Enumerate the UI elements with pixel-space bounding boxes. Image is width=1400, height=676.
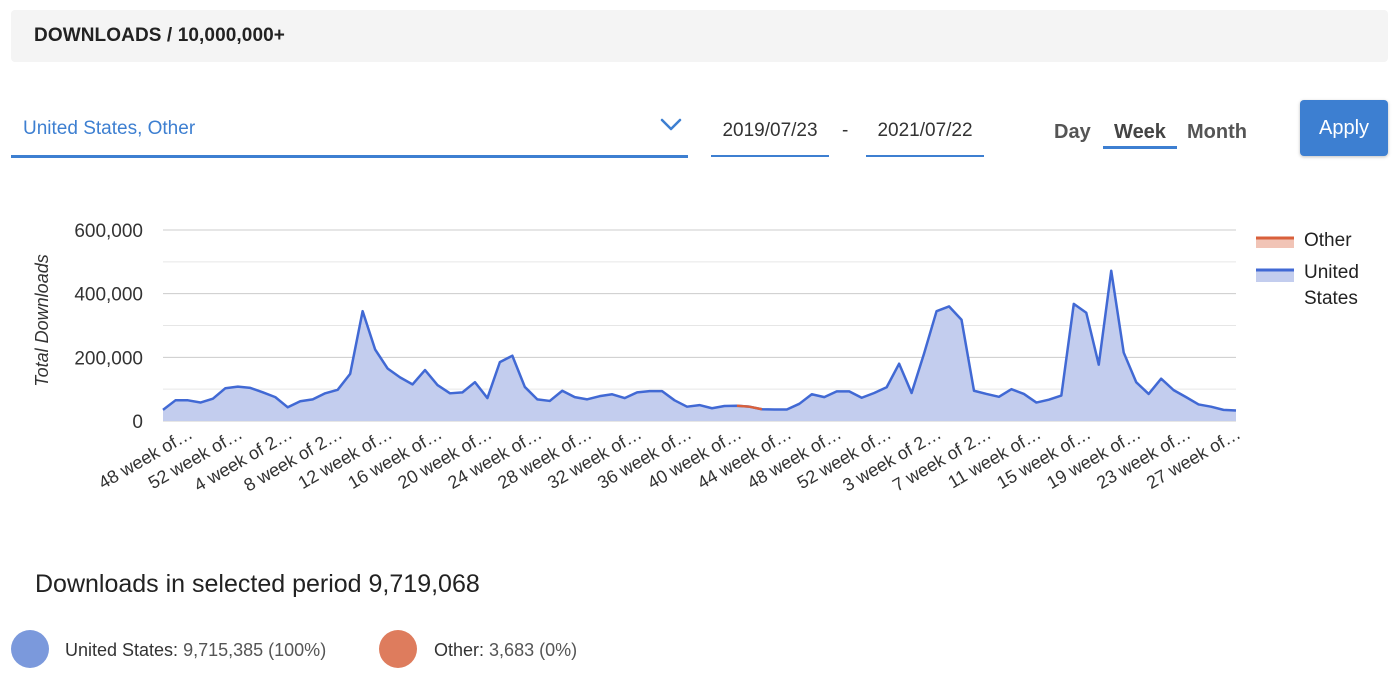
other-summary-label: Other:: [434, 640, 485, 660]
country-select-value: United States, Other: [23, 118, 196, 139]
start-date-input[interactable]: 2019/07/23: [711, 100, 829, 157]
y-tick-label: 0: [132, 412, 143, 433]
legend-us-label: United States: [1304, 262, 1359, 309]
apply-button[interactable]: Apply: [1300, 100, 1388, 156]
granularity-month-tab[interactable]: Month: [1187, 121, 1247, 143]
other-summary-value: 3,683 (0%): [489, 640, 578, 660]
united-states-color-dot: [11, 630, 49, 668]
country-select[interactable]: United States, Other: [11, 100, 688, 158]
granularity-week-tab[interactable]: Week: [1103, 121, 1177, 149]
legend-other-swatch: [1256, 238, 1294, 248]
y-tick-label: 200,000: [74, 348, 143, 369]
united-states-summary-value: 9,715,385 (100%): [183, 640, 327, 660]
date-separator: -: [842, 120, 849, 141]
granularity-day-tab[interactable]: Day: [1054, 121, 1091, 143]
legend-us-swatch: [1256, 270, 1294, 282]
united-states-line: [162, 269, 1237, 412]
y-tick-label: 400,000: [74, 285, 143, 306]
united-states-summary-label: United States:: [65, 640, 179, 660]
legend-other-label: Other: [1304, 230, 1352, 251]
y-axis-label: Total Downloads: [32, 254, 52, 386]
y-tick-label: 600,000: [74, 221, 143, 242]
other-line-segment: [736, 404, 763, 411]
period-total-summary: Downloads in selected period 9,719,068: [35, 570, 480, 598]
united-states-area: [163, 270, 1236, 421]
header-bar: DOWNLOADS / 10,000,000+: [11, 10, 1388, 62]
page-title: DOWNLOADS / 10,000,000+: [34, 25, 285, 46]
chevron-down-icon[interactable]: [660, 118, 682, 132]
end-date-input[interactable]: 2021/07/22: [866, 100, 984, 157]
other-color-dot: [379, 630, 417, 668]
